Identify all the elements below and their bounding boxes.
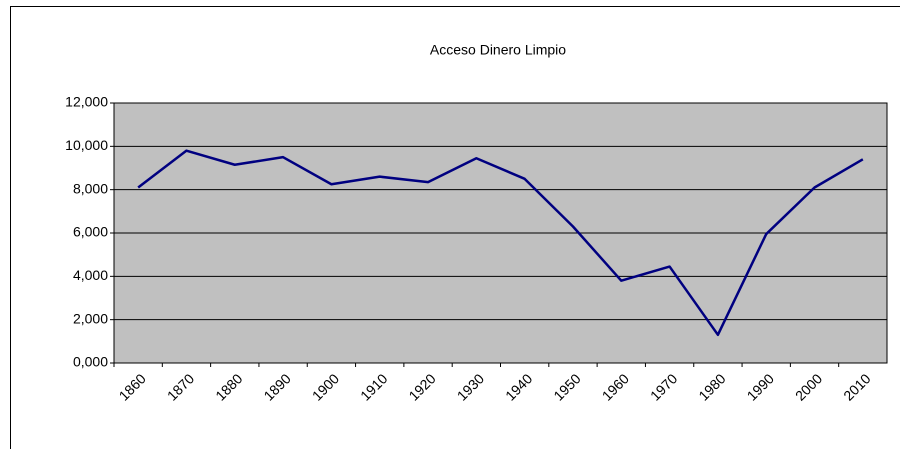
y-tick-label: 0,000 (73, 354, 108, 370)
y-tick-label: 4,000 (73, 267, 108, 283)
data-line (137, 149, 864, 337)
y-tick-label: 8,000 (73, 180, 108, 196)
y-tick-label: 12,000 (65, 94, 108, 110)
y-tick-label: 2,000 (73, 310, 108, 326)
chart-title: Acceso Dinero Limpio (430, 42, 566, 58)
y-tick-label: 10,000 (65, 137, 108, 153)
y-tick-label: 6,000 (73, 224, 108, 240)
